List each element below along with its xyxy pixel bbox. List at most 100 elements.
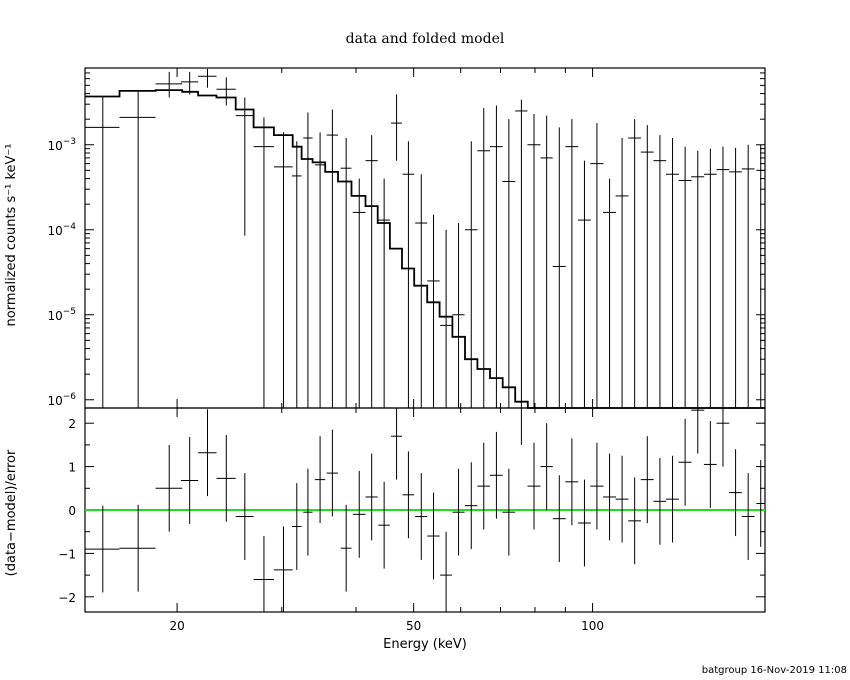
residual-point xyxy=(477,442,490,530)
residual-point xyxy=(155,444,183,532)
residual-point xyxy=(216,434,236,522)
residual-point xyxy=(729,449,742,537)
residual-point xyxy=(235,473,254,560)
data-point xyxy=(340,138,352,408)
data-point xyxy=(402,141,415,408)
data-point xyxy=(390,94,403,161)
data-point xyxy=(628,119,641,408)
model-step-line xyxy=(85,89,765,409)
top-panel xyxy=(84,67,766,409)
residual-point xyxy=(253,536,274,612)
residual-point xyxy=(440,531,452,612)
residual-point xyxy=(678,418,692,506)
data-point xyxy=(615,138,629,408)
data-point xyxy=(253,117,274,408)
data-point xyxy=(378,178,390,408)
residual-point xyxy=(180,437,199,524)
residual-point xyxy=(326,429,338,517)
bottom-panel xyxy=(84,407,766,613)
residual-point xyxy=(198,409,217,497)
residual-point xyxy=(527,442,541,530)
data-point xyxy=(440,229,452,408)
data-point xyxy=(427,214,440,408)
data-point xyxy=(180,71,199,95)
residual-point xyxy=(273,526,293,612)
data-point xyxy=(703,148,717,408)
data-point xyxy=(489,105,503,408)
data-point xyxy=(666,138,679,408)
top-y-tick-label: 10−5 xyxy=(47,307,76,323)
data-point xyxy=(602,178,617,408)
x-tick-label: 100 xyxy=(581,619,604,633)
data-point xyxy=(464,141,478,408)
data-point xyxy=(577,160,591,408)
residual-point xyxy=(378,481,390,569)
x-tick-label: 20 xyxy=(169,619,184,633)
residual-point xyxy=(615,455,629,543)
chart-title: data and folded model xyxy=(346,31,505,47)
residual-point xyxy=(489,431,503,519)
residual-point xyxy=(415,473,428,560)
data-point xyxy=(198,68,217,88)
residual-point xyxy=(540,423,553,510)
data-point xyxy=(273,132,293,408)
residual-point xyxy=(464,462,478,550)
residual-point xyxy=(716,408,730,467)
residual-point xyxy=(741,473,755,560)
residual-point xyxy=(515,407,528,445)
data-point xyxy=(365,135,378,408)
residual-point xyxy=(402,451,415,539)
residual-point xyxy=(352,470,366,558)
x-axis-label: Energy (keV) xyxy=(383,637,467,652)
x-tick-label: 50 xyxy=(406,619,421,633)
bottom-y-axis-label: (data−model)/error xyxy=(4,449,19,576)
data-point xyxy=(326,109,338,408)
residual-point xyxy=(666,455,679,543)
data-point xyxy=(155,71,183,98)
data-point xyxy=(452,223,465,408)
residual-point xyxy=(691,408,705,454)
data-point xyxy=(314,132,326,408)
footer-stamp: batgroup 16-Nov-2019 11:08 xyxy=(702,665,847,676)
top-y-tick-label: 10−4 xyxy=(47,222,76,238)
residual-point xyxy=(427,492,440,580)
residual-point xyxy=(602,453,617,541)
residual-point xyxy=(640,436,654,524)
data-point xyxy=(515,99,528,408)
residual-point xyxy=(502,468,516,556)
data-point xyxy=(415,174,428,408)
data-point xyxy=(85,96,120,408)
data-point xyxy=(352,178,366,408)
residual-point xyxy=(340,504,352,592)
bottom-y-tick-label: −2 xyxy=(58,591,76,605)
data-point xyxy=(502,119,516,408)
residual-point xyxy=(390,408,403,480)
residual-point xyxy=(85,505,120,593)
bottom-y-tick-label: 0 xyxy=(68,504,76,518)
data-point xyxy=(590,123,604,408)
residual-point xyxy=(452,468,465,556)
data-point xyxy=(729,147,742,408)
data-point xyxy=(640,125,654,408)
data-point xyxy=(216,77,236,106)
top-plot-frame xyxy=(84,67,766,409)
data-point xyxy=(716,146,730,408)
bottom-y-tick-label: 2 xyxy=(68,417,76,431)
residual-point xyxy=(552,475,566,563)
residual-point xyxy=(119,504,156,592)
residual-point xyxy=(703,421,717,508)
data-point xyxy=(653,135,667,408)
residual-point xyxy=(577,479,591,567)
residual-point xyxy=(756,460,765,547)
data-point xyxy=(691,150,705,408)
residual-point xyxy=(590,442,604,530)
residual-point xyxy=(303,468,313,556)
top-y-tick-label: 10−3 xyxy=(47,137,76,153)
data-point xyxy=(756,144,765,408)
bottom-y-tick-label: −1 xyxy=(58,547,76,561)
bottom-y-tick-label: 1 xyxy=(68,461,76,475)
residual-point xyxy=(653,457,667,545)
data-point xyxy=(527,114,541,408)
data-point xyxy=(540,115,553,408)
